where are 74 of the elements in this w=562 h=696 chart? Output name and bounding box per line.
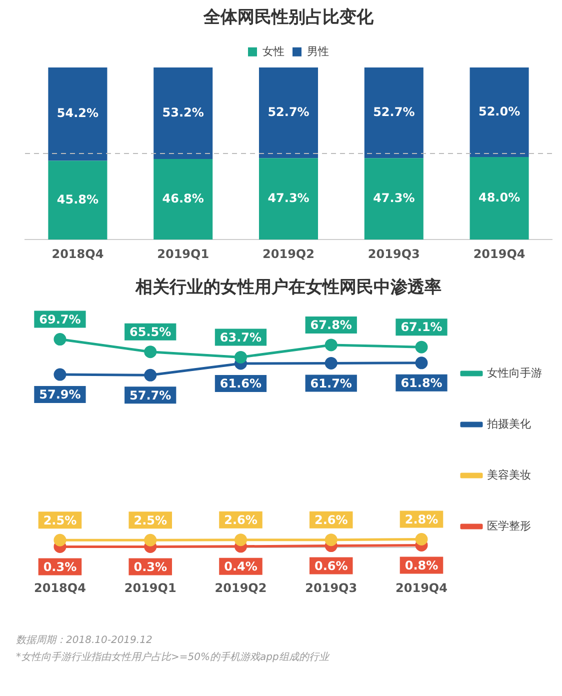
data-label: 2.6% (224, 512, 258, 527)
data-label: 67.8% (310, 318, 352, 332)
point (324, 338, 338, 352)
bar (364, 158, 424, 240)
x-tick-label: 2019Q4 (396, 580, 448, 595)
point (324, 356, 338, 370)
data-label: 54.2% (56, 106, 99, 120)
point (415, 356, 428, 370)
point (324, 534, 338, 546)
data-label: 48.0% (478, 190, 520, 204)
bar (470, 156, 529, 240)
bar (48, 160, 108, 240)
data-label: 45.8% (56, 192, 99, 206)
x-tick-label: 2019Q2 (214, 580, 267, 595)
data-label: 0.6% (314, 558, 348, 573)
legend-label: 医学整形 (487, 519, 531, 532)
x-tick-label: 2019Q4 (473, 246, 526, 261)
bar (48, 67, 108, 161)
chart-title: 全体网民性别占比变化 (202, 8, 374, 28)
x-tick-label: 2018Q4 (34, 580, 86, 595)
point (54, 368, 66, 381)
bar (154, 67, 213, 160)
data-label: 52.0% (478, 104, 520, 118)
point (144, 346, 157, 358)
x-tick-label: 2018Q4 (52, 246, 104, 261)
legend-label: 男性 (307, 44, 329, 58)
bar (364, 67, 424, 158)
data-label: 46.8% (162, 191, 204, 206)
legend-label: 拍摄美化 (486, 417, 531, 430)
data-label: 2.5% (43, 513, 77, 528)
legend-label: 女性 (262, 44, 284, 58)
point (144, 534, 157, 546)
data-label: 63.7% (220, 330, 262, 344)
data-label: 57.9% (39, 388, 81, 402)
chart-title: 相关行业的女性用户在女性网民中渗透率 (134, 278, 442, 298)
point (415, 532, 428, 546)
point (54, 534, 66, 546)
text: *女性向手游行业指由女性用户占比>=50%的手机游戏app组成的行业 (16, 650, 331, 665)
legend-label: 美容美妆 (487, 468, 531, 482)
data-label: 0.8% (404, 558, 438, 572)
legend-label: 女性向手游 (487, 366, 542, 380)
data-label: 67.1% (400, 320, 442, 334)
data-label: 2.5% (134, 513, 167, 528)
data-label: 65.5% (130, 324, 172, 339)
x-tick-label: 2019Q1 (124, 580, 176, 595)
data-label: 69.7% (39, 312, 81, 326)
data-label: 53.2% (162, 105, 204, 120)
point (234, 534, 247, 546)
point (415, 340, 428, 354)
data-label: 47.3% (373, 191, 415, 205)
text: 数据周期：2018.10-2019.12 (16, 634, 154, 648)
bar (154, 159, 213, 240)
data-label: 61.7% (310, 376, 352, 390)
x-tick-label: 2019Q3 (305, 580, 358, 595)
x-tick-label: 2019Q3 (368, 246, 420, 261)
data-label: 52.7% (268, 104, 310, 119)
x-tick-label: 2019Q1 (157, 246, 210, 261)
data-label: 47.3% (268, 191, 310, 205)
point (234, 350, 247, 364)
bar (258, 67, 318, 158)
point (144, 368, 157, 382)
data-label: 2.6% (314, 512, 348, 527)
bar (470, 67, 529, 157)
data-label: 61.6% (220, 376, 262, 391)
point (54, 333, 66, 346)
x-tick-label: 2019Q2 (262, 246, 314, 261)
data-label: 61.8% (400, 376, 442, 390)
data-label: 0.3% (43, 560, 77, 574)
data-label: 57.7% (130, 388, 172, 402)
data-label: 0.4% (224, 560, 258, 574)
data-label: 2.8% (404, 512, 438, 526)
bar (258, 158, 318, 240)
data-label: 0.3% (134, 560, 167, 574)
data-label: 52.7% (373, 104, 415, 119)
